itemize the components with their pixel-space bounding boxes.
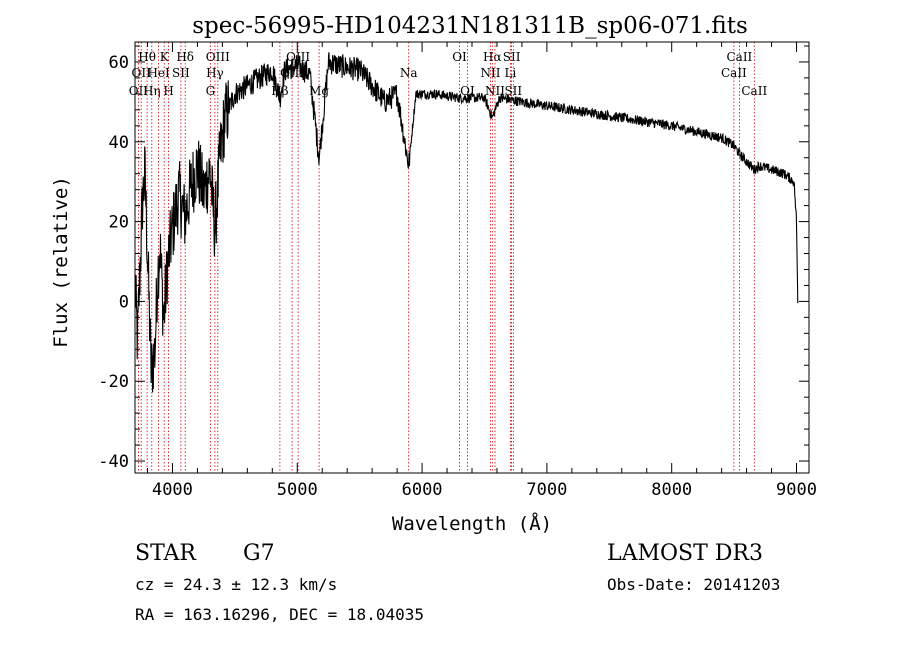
- line-marker-label: K: [160, 50, 170, 64]
- y-tick-label: 20: [109, 213, 129, 233]
- y-tick-label: 40: [109, 133, 129, 153]
- line-marker-label: SII: [172, 66, 190, 80]
- x-tick-label: 8000: [651, 480, 692, 500]
- y-tick-label: -40: [98, 452, 129, 472]
- y-axis-label: Flux (relative): [50, 176, 72, 348]
- line-marker-label: Hη: [143, 84, 161, 98]
- line-markers: OIIOIIHθHηHeIKHSIIHδGHγOIIIHβOIIIOIIIMgN…: [129, 42, 767, 473]
- line-marker-label: Hδ: [176, 50, 194, 64]
- line-marker-label: NII: [481, 66, 501, 80]
- plot-frame: [134, 41, 810, 474]
- x-tick-label: 9000: [776, 480, 817, 500]
- line-marker-label: Li: [504, 66, 516, 80]
- y-tick-label: 60: [109, 53, 129, 73]
- line-marker-label: Hγ: [206, 66, 224, 80]
- x-tick-label: 4000: [152, 480, 193, 500]
- line-marker-label: OIII: [206, 50, 230, 64]
- line-marker-label: CaII: [741, 84, 767, 98]
- line-marker-label: Hα: [483, 50, 502, 64]
- line-marker-label: HeI: [147, 66, 170, 80]
- x-tick-label: 6000: [402, 480, 443, 500]
- x-axis-label: Wavelength (Å): [392, 512, 552, 535]
- obs-date: Obs-Date: 20141203: [607, 575, 780, 594]
- y-tick-label: -20: [98, 372, 129, 392]
- line-marker-label: SII: [504, 84, 522, 98]
- line-marker-label: OI: [452, 50, 467, 64]
- line-marker-label: H: [163, 84, 173, 98]
- line-marker-label: OII: [129, 84, 149, 98]
- axis-ticks: 4000 5000 6000 7000 8000 9000 -40 -20 0 20 40 60: [98, 42, 817, 500]
- survey-name: LAMOST DR3: [607, 541, 763, 566]
- line-marker-label: OII: [132, 66, 152, 80]
- redshift-text: cz = 24.3 ± 12.3 km/s: [135, 575, 337, 594]
- coordinates-text: RA = 163.16296, DEC = 18.04035: [135, 605, 424, 624]
- line-marker-label: Na: [400, 66, 418, 80]
- object-subclass: G7: [243, 541, 275, 566]
- line-marker-label: G: [206, 84, 216, 98]
- chart-title: spec-56995-HD104231N181311B_sp06-071.fit…: [192, 13, 748, 39]
- y-tick-label: 0: [119, 292, 129, 312]
- object-class: STAR: [135, 541, 197, 566]
- line-marker-label: SII: [503, 50, 521, 64]
- line-marker-label: CaII: [721, 66, 747, 80]
- line-marker-label: NII: [485, 84, 505, 98]
- line-marker-label: CaII: [726, 50, 752, 64]
- x-tick-label: 7000: [526, 480, 567, 500]
- x-tick-label: 5000: [277, 480, 318, 500]
- spectrum-line: [134, 52, 799, 393]
